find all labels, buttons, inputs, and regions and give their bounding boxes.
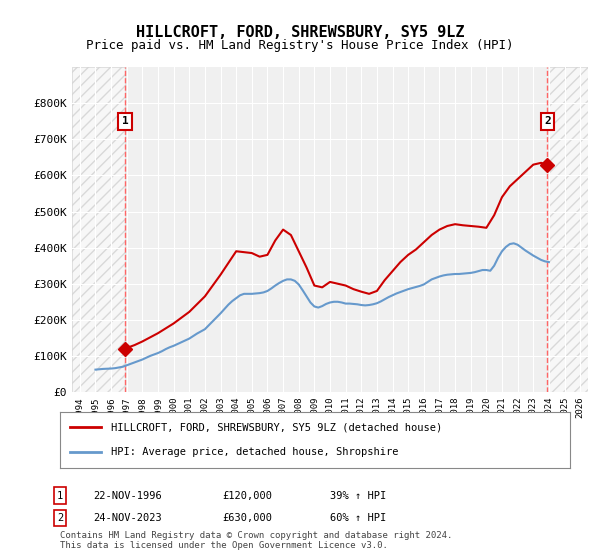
Text: 24-NOV-2023: 24-NOV-2023	[93, 513, 162, 523]
Text: 2: 2	[57, 513, 63, 523]
Text: 1: 1	[57, 491, 63, 501]
Bar	[549, 67, 588, 392]
Text: Price paid vs. HM Land Registry's House Price Index (HPI): Price paid vs. HM Land Registry's House …	[86, 39, 514, 52]
Text: 1: 1	[122, 116, 128, 127]
Text: 39% ↑ HPI: 39% ↑ HPI	[330, 491, 386, 501]
Text: 2: 2	[544, 116, 551, 127]
Text: £120,000: £120,000	[222, 491, 272, 501]
Text: HILLCROFT, FORD, SHREWSBURY, SY5 9LZ (detached house): HILLCROFT, FORD, SHREWSBURY, SY5 9LZ (de…	[111, 422, 442, 432]
Bar	[72, 67, 125, 392]
Text: 60% ↑ HPI: 60% ↑ HPI	[330, 513, 386, 523]
Text: £630,000: £630,000	[222, 513, 272, 523]
Text: 22-NOV-1996: 22-NOV-1996	[93, 491, 162, 501]
Text: Contains HM Land Registry data © Crown copyright and database right 2024.
This d: Contains HM Land Registry data © Crown c…	[60, 530, 452, 550]
Text: HPI: Average price, detached house, Shropshire: HPI: Average price, detached house, Shro…	[111, 447, 398, 457]
Text: HILLCROFT, FORD, SHREWSBURY, SY5 9LZ: HILLCROFT, FORD, SHREWSBURY, SY5 9LZ	[136, 25, 464, 40]
